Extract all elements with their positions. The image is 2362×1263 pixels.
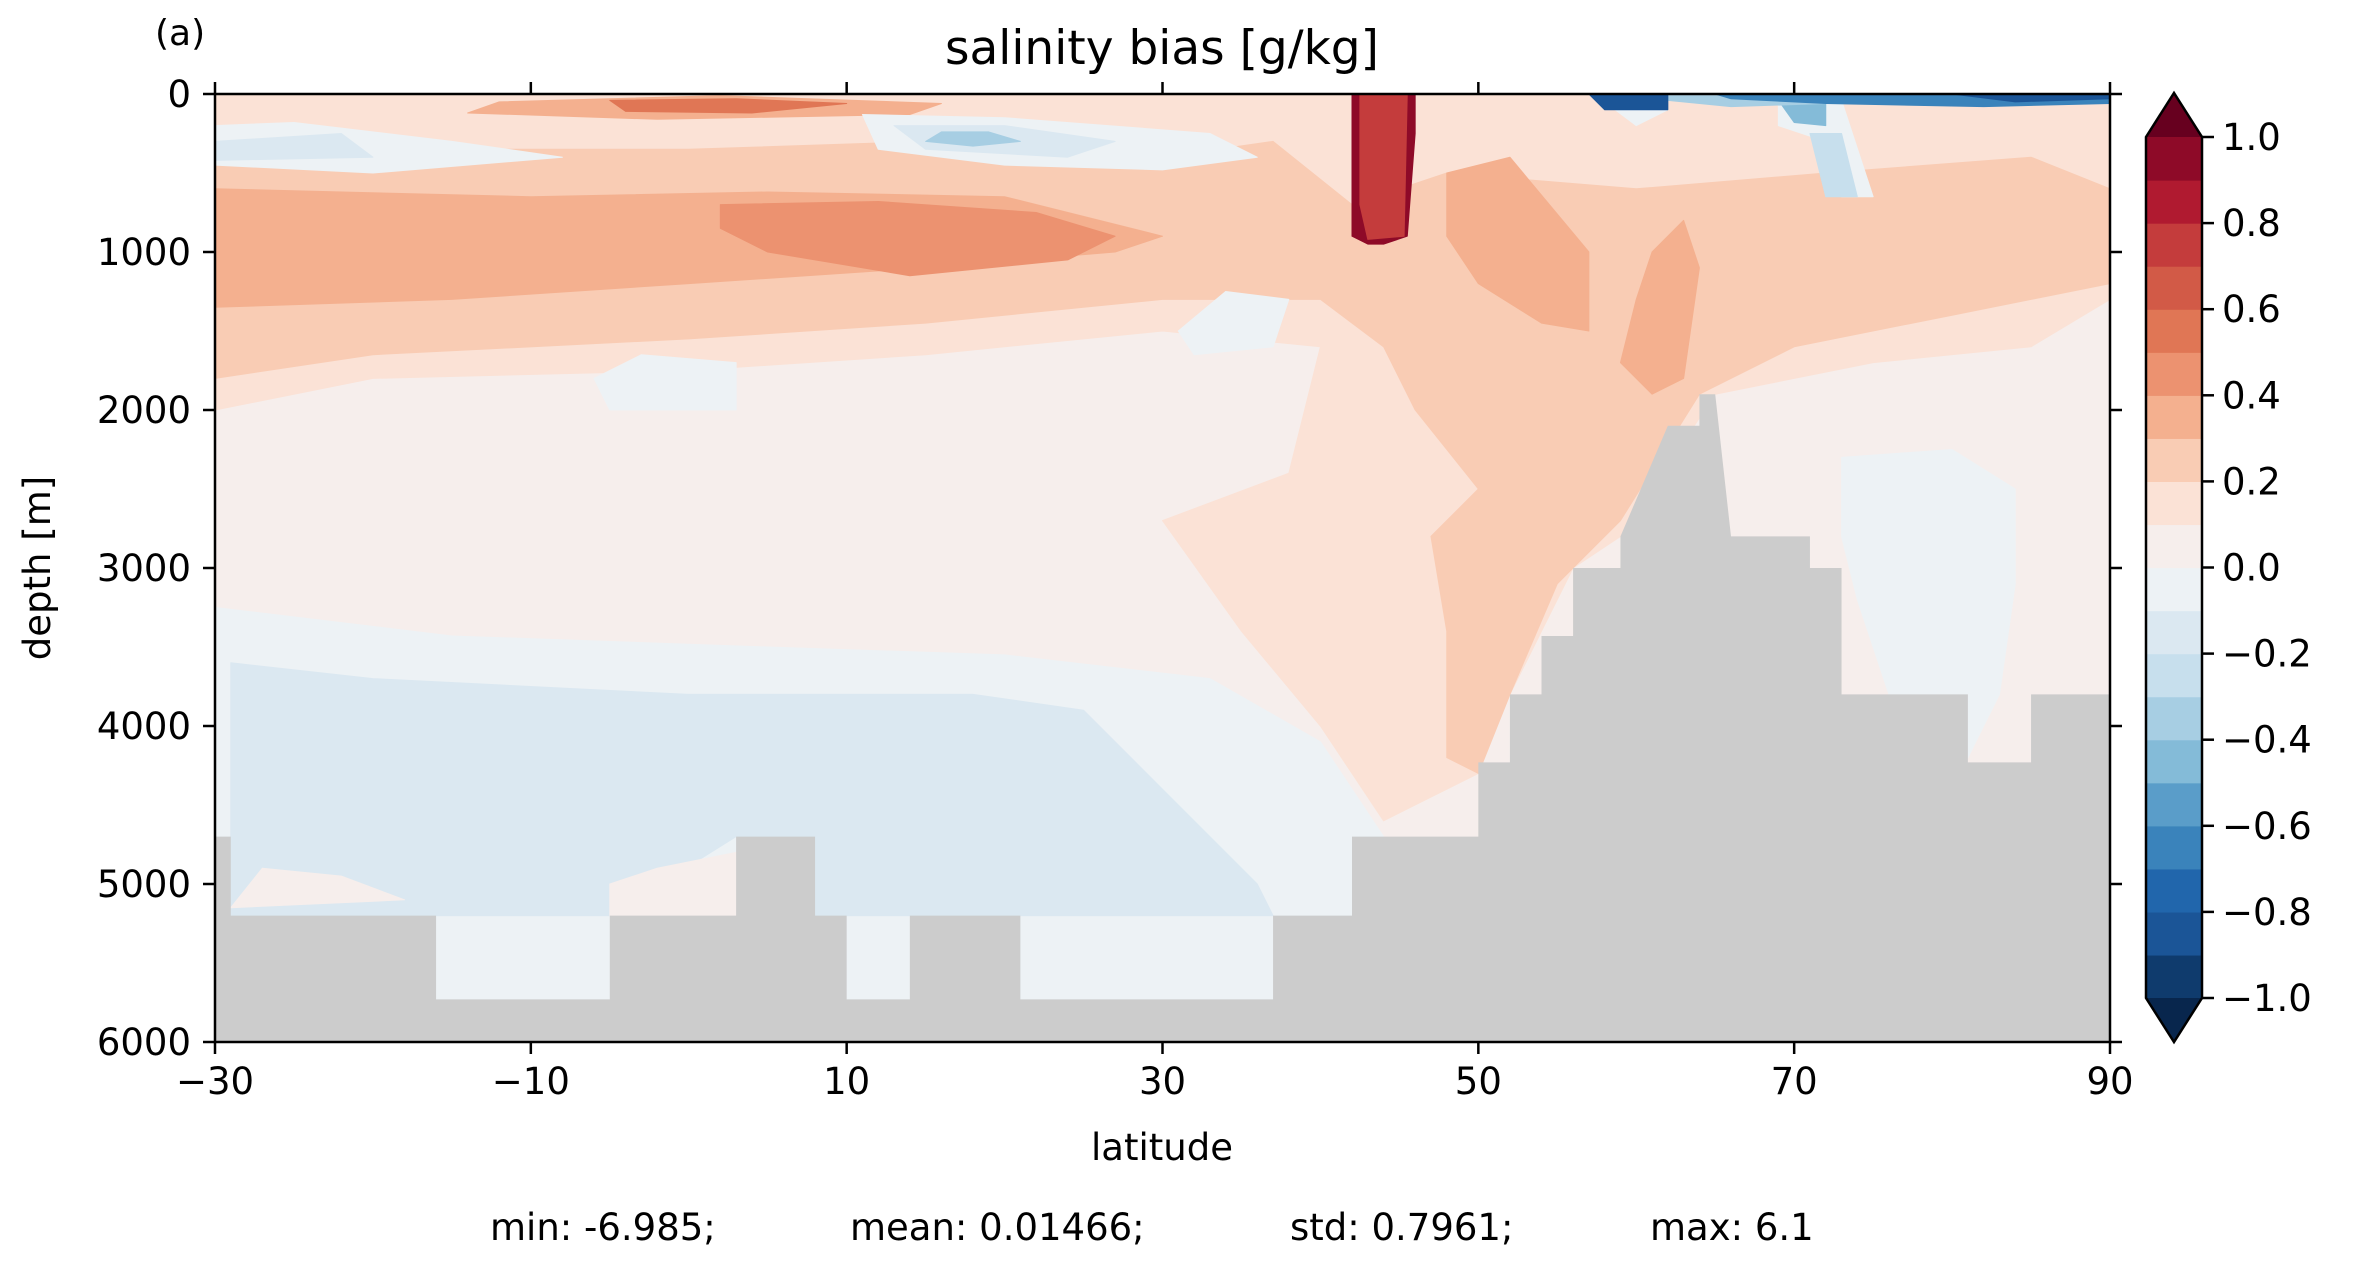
statistics-line: min: -6.985; mean: 0.01466; std: 0.7961;… bbox=[490, 1206, 1814, 1249]
bias-region-4 bbox=[230, 867, 405, 909]
y-tick-label: 0 bbox=[167, 73, 191, 116]
bias-region-8 bbox=[1446, 156, 1590, 332]
y-tick-label: 3000 bbox=[97, 547, 191, 590]
colorbar-level bbox=[2146, 481, 2202, 526]
colorbar-level bbox=[2146, 567, 2202, 612]
colorbar-level bbox=[2146, 653, 2202, 698]
stat-max: max: 6.1 bbox=[1650, 1206, 1814, 1249]
colorbar-tick-label: 0.2 bbox=[2222, 460, 2281, 503]
colorbar-level bbox=[2146, 309, 2202, 353]
bias-region-14 bbox=[215, 133, 374, 161]
panel-label: (a) bbox=[155, 13, 205, 54]
x-tick-label: −10 bbox=[492, 1060, 570, 1103]
colorbar-tick-label: 0.0 bbox=[2222, 547, 2281, 590]
colorbar-level bbox=[2146, 782, 2202, 827]
colorbar-level bbox=[2146, 954, 2202, 999]
colorbar-level bbox=[2146, 395, 2202, 439]
colorbar: 1.0 0.8 0.6 0.4 0.2 0.0 −0.2 −0.4 −0.6 −0.8 −1.0 bbox=[2144, 90, 2312, 1045]
colorbar-tick-label: 0.6 bbox=[2222, 288, 2281, 331]
bias-region-28 bbox=[1951, 94, 2110, 103]
y-tick-label: 1000 bbox=[97, 231, 191, 274]
bias-region-6 bbox=[215, 133, 2110, 774]
colorbar-over-arrow bbox=[2146, 93, 2202, 137]
colorbar-level bbox=[2146, 911, 2202, 956]
x-tick-label: 70 bbox=[1771, 1060, 1818, 1103]
bias-region-17 bbox=[925, 131, 1021, 147]
bias-region-30 bbox=[1359, 94, 1408, 240]
bias-region-20 bbox=[1809, 133, 1858, 198]
y-tick-label: 4000 bbox=[97, 705, 191, 748]
colorbar-level bbox=[2146, 825, 2202, 870]
x-axis: −30 −10 10 30 50 70 90 bbox=[176, 82, 2134, 1103]
colorbar-level bbox=[2146, 524, 2202, 569]
stat-min: min: -6.985; bbox=[490, 1206, 716, 1249]
y-axis: 0 1000 2000 3000 4000 5000 6000 bbox=[97, 73, 2122, 1064]
bias-region-9 bbox=[1619, 219, 1700, 395]
colorbar-tick-label: −0.2 bbox=[2222, 633, 2312, 676]
colorbar-level bbox=[2146, 137, 2202, 181]
y-tick-label: 5000 bbox=[97, 863, 191, 906]
colorbar-level bbox=[2146, 610, 2202, 655]
x-tick-label: 10 bbox=[823, 1060, 870, 1103]
colorbar-tick-label: −0.8 bbox=[2222, 891, 2312, 934]
colorbar-tick-label: 0.4 bbox=[2222, 374, 2281, 417]
colorbar-level bbox=[2146, 438, 2202, 482]
heatmap-plot-area bbox=[215, 94, 2110, 1042]
stat-std: std: 0.7961; bbox=[1290, 1206, 1513, 1249]
y-tick-label: 2000 bbox=[97, 389, 191, 432]
colorbar-level bbox=[2146, 352, 2202, 396]
colorbar-tick-label: −0.4 bbox=[2222, 719, 2312, 762]
colorbar-level bbox=[2146, 696, 2202, 741]
bias-region-12 bbox=[609, 98, 848, 114]
colorbar-level bbox=[2146, 868, 2202, 913]
colorbar-level bbox=[2146, 739, 2202, 784]
x-tick-label: 30 bbox=[1139, 1060, 1186, 1103]
colorbar-tick-label: −1.0 bbox=[2222, 977, 2312, 1020]
colorbar-tick-label: 0.8 bbox=[2222, 202, 2281, 245]
bias-region-10 bbox=[719, 200, 1116, 277]
bias-region-27 bbox=[1588, 94, 1669, 111]
chart-title: salinity bias [g/kg] bbox=[945, 21, 1379, 76]
x-tick-label: 90 bbox=[2086, 1060, 2133, 1103]
bias-region-18 bbox=[1177, 291, 1290, 356]
stat-mean: mean: 0.01466; bbox=[850, 1206, 1145, 1249]
colorbar-tick-label: 1.0 bbox=[2222, 116, 2281, 159]
colorbar-level bbox=[2146, 266, 2202, 310]
bias-region-13 bbox=[215, 121, 563, 174]
colorbar-level bbox=[2146, 180, 2202, 224]
y-tick-label: 6000 bbox=[97, 1021, 191, 1064]
bias-region-22 bbox=[1841, 449, 2016, 759]
x-tick-label: 50 bbox=[1455, 1060, 1502, 1103]
colorbar-tick-label: −0.6 bbox=[2222, 805, 2312, 848]
colorbar-level bbox=[2146, 223, 2202, 267]
bias-region-23 bbox=[593, 354, 737, 411]
x-axis-label: latitude bbox=[1091, 1126, 1233, 1169]
y-axis-label: depth [m] bbox=[16, 476, 59, 660]
seafloor-land-mask bbox=[215, 394, 2110, 1042]
bias-region-2 bbox=[230, 662, 1274, 917]
x-tick-label: −30 bbox=[176, 1060, 254, 1103]
colorbar-under-arrow bbox=[2146, 998, 2202, 1042]
